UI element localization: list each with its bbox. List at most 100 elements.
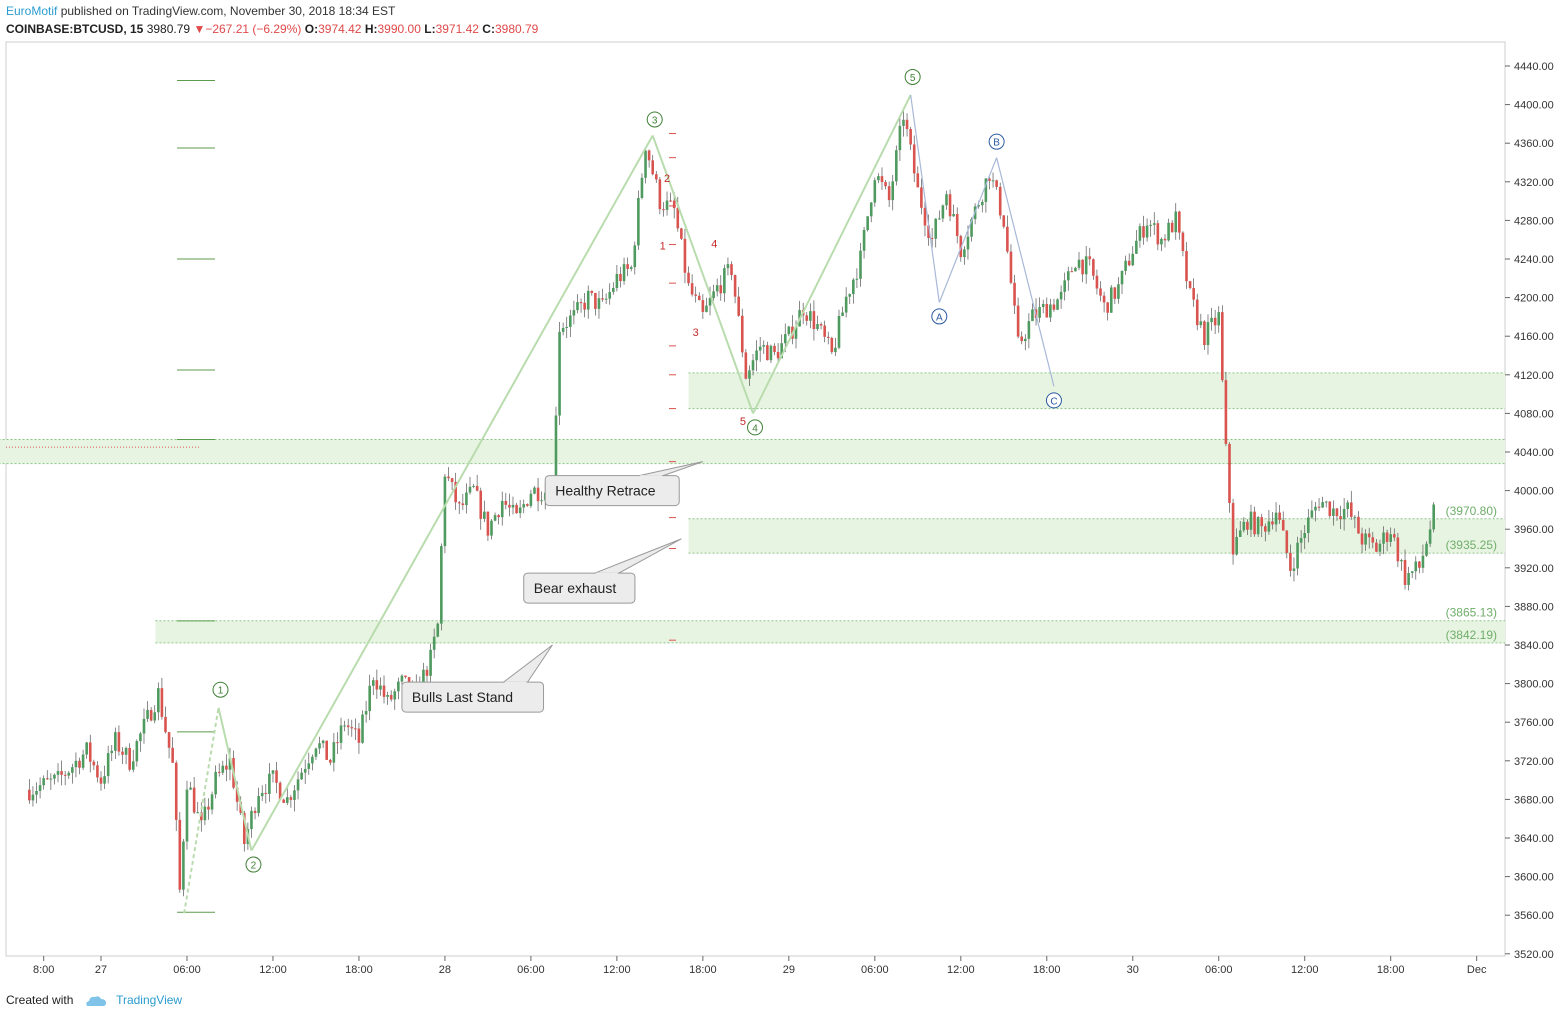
candle-down xyxy=(171,747,174,763)
candle-down xyxy=(479,490,483,519)
candle-up xyxy=(1238,530,1242,537)
candle-down xyxy=(28,789,31,801)
candle-down xyxy=(508,504,511,508)
candle-up xyxy=(1274,512,1278,525)
candle-up xyxy=(715,285,719,292)
x-tick-label: 27 xyxy=(95,964,107,976)
zone-price-label: (3842.19) xyxy=(1446,628,1497,642)
candle-up xyxy=(468,486,472,493)
candle-up xyxy=(1059,291,1063,300)
candle-up xyxy=(1307,517,1310,533)
candle-down xyxy=(1335,508,1339,517)
candle-up xyxy=(1167,222,1170,241)
candle-down xyxy=(121,751,124,755)
candle-up xyxy=(554,415,558,488)
candle-up xyxy=(371,680,375,686)
candle-down xyxy=(887,186,891,201)
candles xyxy=(28,108,1435,897)
candle-up xyxy=(977,205,981,207)
candle-down xyxy=(450,478,454,482)
callout-text: Healthy Retrace xyxy=(555,483,656,499)
candle-down xyxy=(1271,521,1274,525)
candle-down xyxy=(346,725,350,728)
y-tick-label: 3800.00 xyxy=(1514,679,1554,691)
candle-up xyxy=(572,310,576,316)
candle-up xyxy=(586,290,590,310)
candle-down xyxy=(389,694,393,700)
candle-up xyxy=(314,748,318,757)
candle-down xyxy=(1285,530,1289,553)
candle-up xyxy=(393,691,397,700)
candle-down xyxy=(382,685,386,697)
candle-up xyxy=(895,150,898,182)
tradingview-link[interactable]: TradingView xyxy=(116,993,183,1007)
candle-down xyxy=(694,294,697,296)
candle-down xyxy=(819,324,823,326)
candle-up xyxy=(1342,508,1346,520)
x-tick-label: 18:00 xyxy=(1033,964,1061,976)
candle-down xyxy=(912,144,916,174)
x-tick-label: 06:00 xyxy=(861,964,889,976)
candle-down xyxy=(1253,511,1256,535)
candle-down xyxy=(1375,542,1378,552)
subwave-label: 5 xyxy=(740,416,746,428)
candle-down xyxy=(1013,282,1016,306)
candle-up xyxy=(1152,223,1156,225)
candle-up xyxy=(1120,270,1124,285)
candle-down xyxy=(475,485,479,491)
candle-up xyxy=(1314,506,1317,511)
candle-up xyxy=(841,312,844,317)
candle-down xyxy=(149,709,153,721)
x-tick-label: 12:00 xyxy=(1291,964,1319,976)
candle-down xyxy=(1099,288,1102,296)
candle-up xyxy=(902,119,905,126)
candle-up xyxy=(368,685,371,712)
candle-up xyxy=(1303,532,1307,539)
x-tick-label: 8:00 xyxy=(33,964,54,976)
candle-up xyxy=(300,772,303,780)
x-tick-label: 30 xyxy=(1127,964,1139,976)
candle-up xyxy=(511,504,515,508)
close-value: 3980.79 xyxy=(494,22,539,36)
author-name[interactable]: EuroMotif xyxy=(6,4,58,18)
symbol-label: COINBASE:BTCUSD, 15 xyxy=(6,22,144,36)
candle-up xyxy=(71,767,74,773)
candle-down xyxy=(264,792,268,794)
abc-wave-label: A xyxy=(936,312,943,323)
candle-up xyxy=(758,346,762,351)
candle-down xyxy=(916,173,920,188)
candle-up xyxy=(938,218,941,220)
y-tick-label: 4000.00 xyxy=(1514,486,1554,498)
x-tick-label: 29 xyxy=(783,964,795,976)
candle-up xyxy=(196,812,200,814)
wave-line xyxy=(651,135,754,414)
candle-up xyxy=(934,218,938,239)
candle-up xyxy=(74,760,78,768)
candle-down xyxy=(1224,380,1228,444)
candle-up xyxy=(1210,317,1213,323)
candle-down xyxy=(1231,502,1235,555)
candle-down xyxy=(1170,222,1174,233)
candle-up xyxy=(1066,271,1070,281)
candle-up xyxy=(1353,516,1357,518)
candle-up xyxy=(608,291,612,299)
x-tick-label: 12:00 xyxy=(947,964,975,976)
candle-down xyxy=(579,302,583,304)
candle-up xyxy=(210,794,214,810)
candle-up xyxy=(794,326,798,339)
y-tick-label: 4240.00 xyxy=(1514,254,1554,266)
candle-up xyxy=(708,298,712,306)
last-price: 3980.79 xyxy=(146,22,191,36)
candle-up xyxy=(185,789,189,842)
abc-wave-label-circle xyxy=(988,133,1005,150)
candle-down xyxy=(880,176,884,183)
candle-up xyxy=(540,500,543,502)
y-tick-label: 4200.00 xyxy=(1514,293,1554,305)
candle-up xyxy=(1145,225,1149,238)
candle-down xyxy=(282,799,286,803)
y-tick-label: 3840.00 xyxy=(1514,640,1554,652)
impulse-wave-label-circle xyxy=(646,111,663,128)
candle-down xyxy=(454,481,457,503)
candle-up xyxy=(429,649,432,676)
